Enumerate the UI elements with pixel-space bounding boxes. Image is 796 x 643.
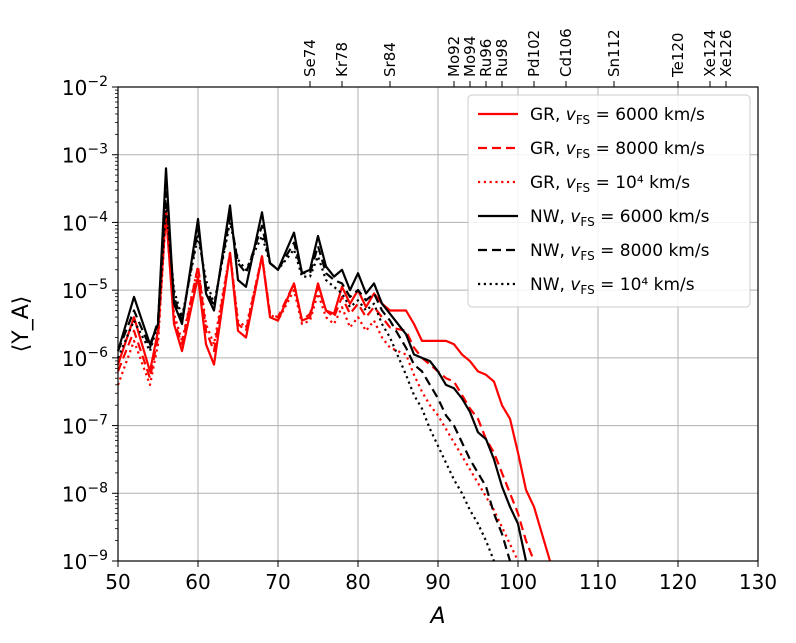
legend-entry-6: NW, vFS = 10⁴ km/s	[530, 275, 695, 297]
top-tick-label: Mo92	[445, 36, 463, 77]
top-tick-label: Pd102	[525, 30, 543, 77]
y-tick-label: 10−4	[62, 209, 108, 235]
top-tick-label: Te120	[669, 33, 687, 78]
x-tick-label: 110	[579, 570, 617, 594]
legend-entry-5: NW, vFS = 8000 km/s	[530, 241, 710, 263]
legend-entry-3: GR, vFS = 10⁴ km/s	[530, 173, 690, 195]
top-tick-label: Ru96	[477, 39, 495, 77]
x-tick-label: 50	[105, 570, 130, 594]
legend-entry-4: NW, vFS = 6000 km/s	[530, 207, 710, 229]
y-tick-label: 10−6	[62, 345, 108, 371]
x-tick-label: 70	[265, 570, 290, 594]
series-line-1	[116, 211, 552, 562]
y-tick-label: 10−7	[62, 413, 108, 439]
y-tick-label: 10−5	[62, 277, 108, 303]
x-tick-label: 60	[185, 570, 210, 594]
x-tick-label: 90	[425, 570, 450, 594]
series-line-5	[116, 190, 512, 562]
top-tick-label: Sr84	[381, 42, 399, 77]
series-line-6	[116, 204, 496, 562]
top-tick-label: Mo94	[461, 36, 479, 77]
x-tick-label: 80	[345, 570, 370, 594]
x-axis: 50 60 70 80 90 100 110 120 130	[105, 561, 777, 594]
y-axis: 10−9 10−8 10−7 10−6 10−5 10−4 10−3 10−2	[62, 74, 118, 574]
legend-box	[467, 94, 751, 308]
x-tick-label: 100	[499, 570, 537, 594]
legend-entry-2: GR, vFS = 8000 km/s	[530, 139, 705, 161]
top-tick-label: Ru98	[493, 39, 511, 77]
y-tick-label: 10−8	[62, 480, 108, 506]
x-tick-label: 130	[739, 570, 777, 594]
series-lines	[116, 167, 552, 562]
top-tick-label: Xe126	[717, 30, 735, 77]
x-tick-label: 120	[659, 570, 697, 594]
top-tick-label: Xe124	[701, 30, 719, 77]
series-line-3	[116, 211, 519, 562]
legend: GR, vFS = 6000 km/s GR, vFS = 8000 km/s GR…	[467, 94, 751, 308]
top-tick-label: Cd106	[557, 28, 575, 77]
top-tick-label: Sn112	[605, 29, 623, 77]
y-tick-label: 10−3	[62, 142, 108, 168]
x-axis-title: A	[428, 604, 445, 629]
top-tick-label: Se74	[301, 39, 319, 77]
y-tick-label: 10−2	[62, 74, 108, 100]
legend-entry-1: GR, vFS = 6000 km/s	[530, 105, 705, 127]
y-tick-label: 10−9	[62, 548, 108, 574]
y-axis-title: ⟨Y_A⟩	[9, 296, 34, 353]
top-tick-label: Kr78	[333, 42, 351, 77]
